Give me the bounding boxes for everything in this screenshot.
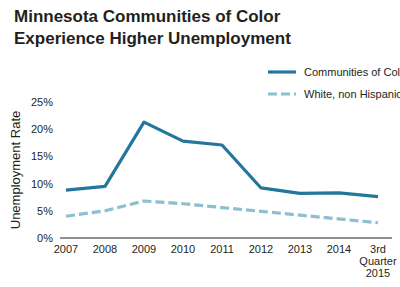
x-tick-label: 3rdQuarter2015 [359,243,397,279]
x-tick-label: 2008 [93,243,117,255]
x-tick-label: 2014 [327,243,351,255]
series-line [66,122,378,197]
x-tick-label: 2009 [132,243,156,255]
x-tick-label: 2013 [288,243,312,255]
x-tick-label-line: 3rd [370,243,386,255]
x-tick-label-line: 2010 [171,243,195,255]
x-tick-label: 2011 [210,243,234,255]
x-tick-label-line: 2015 [366,267,390,279]
y-tick-label: 25% [31,96,53,108]
title: Minnesota Communities of Color Experience… [14,7,291,48]
x-tick-label: 2010 [171,243,195,255]
plot-area [66,122,378,223]
x-tick-label-line: Quarter [359,255,397,267]
series-line [66,201,378,223]
x-tick-label-line: 2007 [54,243,78,255]
legend-label: Communities of Color [304,66,400,78]
x-tick-label-line: 2011 [210,243,234,255]
y-tick-label: 20% [31,123,53,135]
x-tick-label: 2012 [249,243,273,255]
x-tick-label-line: 2008 [93,243,117,255]
legend-swatch [268,92,296,95]
title-line: Experience Higher Unemployment [14,29,291,48]
legend-label: White, non Hispanic [304,88,400,100]
x-tick-label-line: 2013 [288,243,312,255]
legend-swatch [268,70,296,73]
y-tick-label: 10% [31,178,53,190]
title-line: Minnesota Communities of Color [14,7,281,26]
x-tick-label-line: 2014 [327,243,351,255]
x-tick-label-line: 2009 [132,243,156,255]
y-tick-label: 5% [37,205,53,217]
x-axis-line [60,238,392,239]
y-axis-label: Unemployment Rate [8,111,23,230]
x-tick-label: 2007 [54,243,78,255]
chart: Minnesota Communities of Color Experience… [0,0,400,287]
x-tick-label-line: 2012 [249,243,273,255]
y-tick-label: 0% [37,232,53,244]
y-tick-label: 15% [31,150,53,162]
